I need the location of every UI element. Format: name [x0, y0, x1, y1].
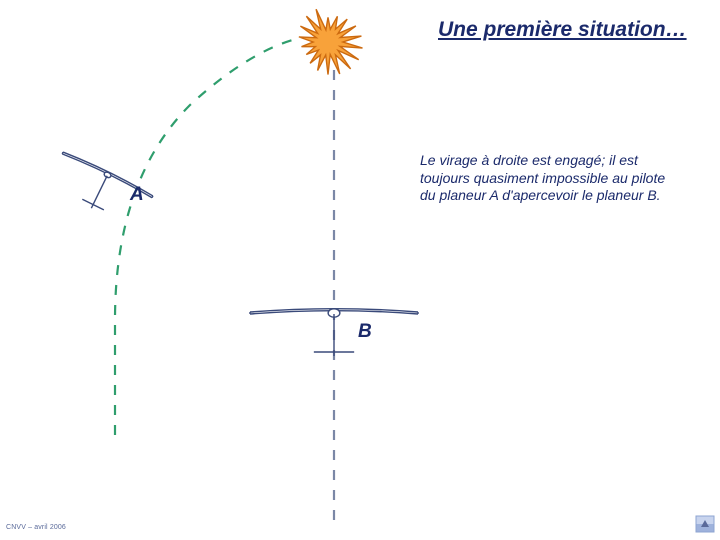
glider-b — [250, 309, 418, 356]
collision-icon — [299, 9, 363, 74]
nav-up-button[interactable] — [696, 516, 714, 532]
slide-title: Une première situation… — [438, 18, 687, 42]
label-b: B — [358, 321, 372, 343]
trajectory-a — [115, 38, 300, 435]
footer-credit: CNVV – avril 2006 — [6, 524, 66, 531]
label-a: A — [130, 184, 144, 206]
slide-canvas: Une première situation… Le virage à droi… — [0, 0, 720, 540]
diagram-layer — [0, 0, 720, 540]
body-paragraph: Le virage à droite est engagé; il est to… — [420, 152, 680, 205]
